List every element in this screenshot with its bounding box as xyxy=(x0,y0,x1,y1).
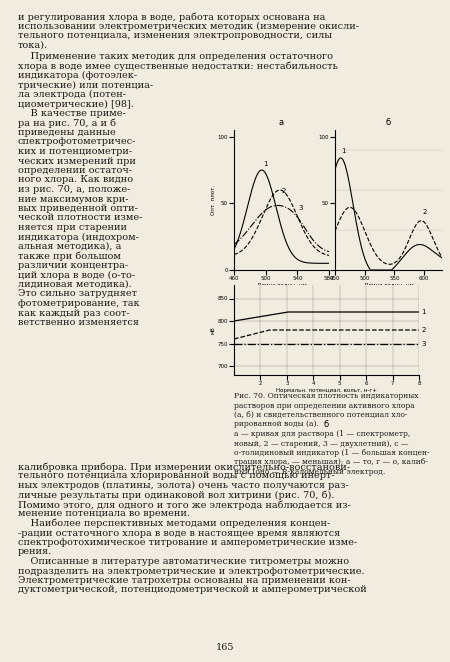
Text: вых приведенной опти-: вых приведенной опти- xyxy=(18,204,138,213)
Text: рения.: рения. xyxy=(18,547,52,557)
Text: Помимо этого, для одного и того же электрода наблюдается из-: Помимо этого, для одного и того же элект… xyxy=(18,500,351,510)
Text: 1: 1 xyxy=(341,148,346,154)
Text: калибровка прибора. При измерении окислительно-восстанови-: калибровка прибора. При измерении окисли… xyxy=(18,462,350,471)
Text: спектрофотохимическое титрование и амперометрические изме-: спектрофотохимическое титрование и ампер… xyxy=(18,538,357,547)
Text: растворов при определении активного хлора: растворов при определении активного хлор… xyxy=(234,401,415,410)
Text: также при большом: также при большом xyxy=(18,252,121,261)
Text: циометрические) [98].: циометрические) [98]. xyxy=(18,99,134,109)
Text: тельного потенциала, изменения электропроводности, силы: тельного потенциала, изменения электропр… xyxy=(18,31,332,40)
Text: новый, 2 — старений, 3 — двухлетний), с —: новый, 2 — старений, 3 — двухлетний), с … xyxy=(234,440,409,448)
Text: спектрофотометричес-: спектрофотометричес- xyxy=(18,138,136,146)
Text: 3: 3 xyxy=(299,205,303,211)
Text: фотометрирование, так: фотометрирование, так xyxy=(18,299,140,308)
Text: ций хлора в воде (о-то-: ций хлора в воде (о-то- xyxy=(18,271,135,279)
Text: использовании электрометрических методик (измерение окисли-: использовании электрометрических методик… xyxy=(18,21,359,30)
Text: как каждый раз соот-: как каждый раз соот- xyxy=(18,308,130,318)
Text: Наиболее перспективных методами определения концен-: Наиболее перспективных методами определе… xyxy=(18,519,330,528)
Text: Рис. 70. Оптическая плотность индикаторных: Рис. 70. Оптическая плотность индикаторн… xyxy=(234,392,418,400)
Text: няется при старении: няется при старении xyxy=(18,223,127,232)
Text: дуктометрической, потенциодометрической и амперометрической: дуктометрической, потенциодометрической … xyxy=(18,585,367,594)
Text: приведены данные: приведены данные xyxy=(18,128,116,137)
Text: ного хлора. Как видно: ного хлора. Как видно xyxy=(18,175,133,185)
Text: трические) или потенциа-: трические) или потенциа- xyxy=(18,81,153,89)
Text: тока).: тока). xyxy=(18,40,48,50)
Text: личные результаты при одинаковой вол хитрини (рис. 70, б).: личные результаты при одинаковой вол хит… xyxy=(18,491,334,500)
Text: ветственно изменяется: ветственно изменяется xyxy=(18,318,139,327)
Text: индикатора (индохром-: индикатора (индохром- xyxy=(18,232,139,242)
Text: Электрометрические татрохетры основаны на применении кон-: Электрометрические татрохетры основаны н… xyxy=(18,576,351,585)
Text: ние максимумов кри-: ние максимумов кри- xyxy=(18,195,129,203)
Text: -рации остаточного хлора в воде в настоящее время являются: -рации остаточного хлора в воде в настоя… xyxy=(18,528,340,538)
Text: ных электродов (платины, золота) очень часто получаются раз-: ных электродов (платины, золота) очень ч… xyxy=(18,481,349,490)
Text: определении остаточ-: определении остаточ- xyxy=(18,166,132,175)
Text: а: а xyxy=(279,118,284,127)
Text: 2: 2 xyxy=(282,187,286,194)
Text: о-толидиновый индикатор (1 — большая концен-: о-толидиновый индикатор (1 — большая кон… xyxy=(234,449,430,457)
Text: 3: 3 xyxy=(422,340,426,346)
Text: а — кривая для раствора (1 — спектрометр,: а — кривая для раствора (1 — спектрометр… xyxy=(234,430,410,438)
Text: Описанные в литературе автоматические титрометры можно: Описанные в литературе автоматические ти… xyxy=(18,557,349,566)
Text: трация хлора, — меньшая); а — то, г — о, калиб-: трация хлора, — меньшая); а — то, г — о,… xyxy=(234,459,428,467)
Text: ра на рис. 70, а и б: ра на рис. 70, а и б xyxy=(18,118,116,128)
Y-axis label: мВ: мВ xyxy=(211,326,216,334)
X-axis label: Длина волны, нм: Длина волны, нм xyxy=(256,283,306,287)
X-axis label: Длина волны, нм: Длина волны, нм xyxy=(364,283,414,287)
Text: подразделить на электрометрические и электрофотометрические.: подразделить на электрометрические и эле… xyxy=(18,567,364,575)
Text: ла электрода (потен-: ла электрода (потен- xyxy=(18,90,126,99)
Text: альная методика), а: альная методика), а xyxy=(18,242,122,251)
Text: ный (оно — R-каломельный электрод.: ный (оно — R-каломельный электрод. xyxy=(234,468,385,476)
Text: рированной воды (а).: рированной воды (а). xyxy=(234,420,319,428)
Text: 2: 2 xyxy=(422,327,426,333)
Y-axis label: Опт. плот.: Опт. плот. xyxy=(211,185,216,215)
Text: хлора в воде имее существенные недостатки: нестабильность: хлора в воде имее существенные недостатк… xyxy=(18,62,338,71)
Text: ческой плотности изме-: ческой плотности изме- xyxy=(18,214,142,222)
X-axis label: Нормальн. потенциал, вольт, н-г+: Нормальн. потенциал, вольт, н-г+ xyxy=(276,388,377,393)
Text: ких и потенциометри-: ких и потенциометри- xyxy=(18,147,132,156)
Text: 1: 1 xyxy=(263,161,268,167)
Text: индикатора (фотоэлек-: индикатора (фотоэлек- xyxy=(18,71,137,80)
Text: 165: 165 xyxy=(216,643,234,652)
Text: б: б xyxy=(386,118,391,127)
Text: 2: 2 xyxy=(423,209,428,215)
Text: различии концентра-: различии концентра- xyxy=(18,261,128,270)
Text: Применение таких методик для определения остаточного: Применение таких методик для определения… xyxy=(18,52,333,61)
Text: менение потенциала во времени.: менение потенциала во времени. xyxy=(18,510,190,518)
Text: (а, б) и свидетельственного потенциал хло-: (а, б) и свидетельственного потенциал хл… xyxy=(234,411,408,419)
Text: из рис. 70, а, положе-: из рис. 70, а, положе- xyxy=(18,185,130,194)
Text: б: б xyxy=(324,420,329,429)
Text: лидиновая методика).: лидиновая методика). xyxy=(18,280,132,289)
Text: Это сильно затрудняет: Это сильно затрудняет xyxy=(18,289,137,299)
Text: 1: 1 xyxy=(422,309,426,315)
Text: В качестве приме-: В качестве приме- xyxy=(18,109,126,118)
Text: и регулирования хлора в воде, работа которых основана на: и регулирования хлора в воде, работа кот… xyxy=(18,12,325,21)
Text: ческих измерений при: ческих измерений при xyxy=(18,156,136,166)
Text: тельного потенциала хлорированной воды с помощью инерт-: тельного потенциала хлорированной воды с… xyxy=(18,471,335,481)
